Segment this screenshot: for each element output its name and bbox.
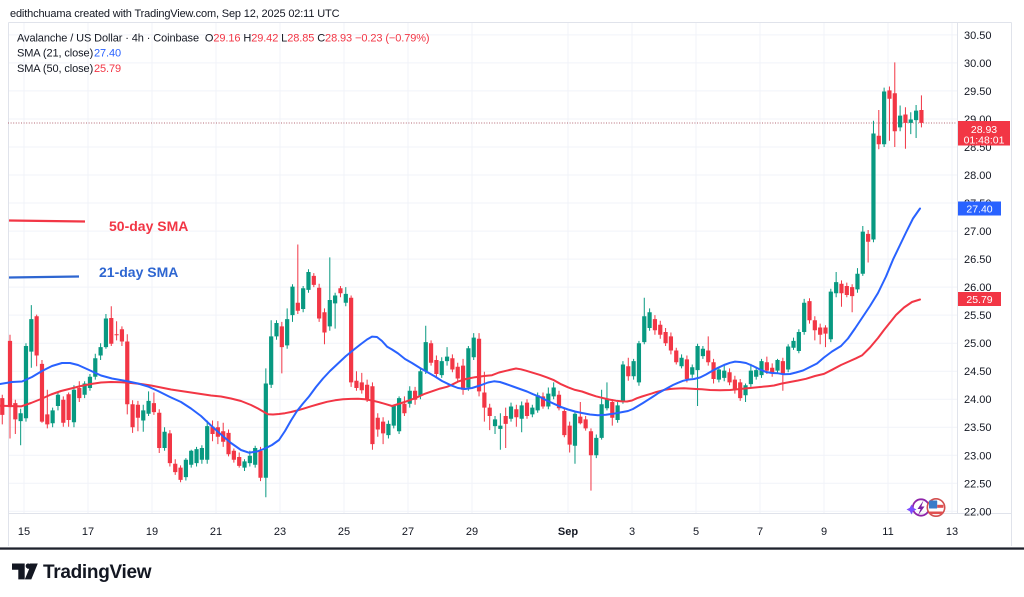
svg-text:edithchuama created with Tradi: edithchuama created with TradingView.com…	[10, 8, 340, 20]
svg-text:SMA (21, close)27.40: SMA (21, close)27.40	[17, 48, 121, 60]
svg-text:26.50: 26.50	[964, 254, 992, 266]
svg-text:28.00: 28.00	[964, 170, 992, 182]
svg-text:9: 9	[821, 526, 827, 538]
svg-text:21: 21	[210, 526, 222, 538]
svg-text:28.93: 28.93	[971, 124, 997, 136]
svg-text:27.00: 27.00	[964, 226, 992, 238]
svg-text:01:48:01: 01:48:01	[964, 135, 1005, 147]
svg-text:50-day SMA: 50-day SMA	[109, 218, 188, 234]
svg-text:24.00: 24.00	[964, 394, 992, 406]
svg-text:15: 15	[18, 526, 30, 538]
svg-text:29.50: 29.50	[964, 86, 992, 98]
svg-text:7: 7	[757, 526, 763, 538]
svg-text:19: 19	[146, 526, 158, 538]
svg-text:13: 13	[946, 526, 958, 538]
svg-text:5: 5	[693, 526, 699, 538]
svg-text:Avalanche / US Dollar · 4h · C: Avalanche / US Dollar · 4h · Coinbase O2…	[17, 33, 429, 45]
svg-text:3: 3	[629, 526, 635, 538]
svg-text:23.00: 23.00	[964, 450, 992, 462]
svg-text:11: 11	[882, 526, 893, 538]
svg-text:22.00: 22.00	[964, 506, 992, 518]
svg-text:30.00: 30.00	[964, 58, 992, 70]
svg-text:30.50: 30.50	[964, 30, 992, 42]
svg-text:27.40: 27.40	[966, 204, 992, 216]
svg-text:25.79: 25.79	[966, 294, 992, 306]
svg-text:25: 25	[338, 526, 350, 538]
svg-text:Sep: Sep	[558, 526, 578, 538]
svg-text:17: 17	[82, 526, 94, 538]
svg-text:26.00: 26.00	[964, 282, 992, 294]
svg-text:TradingView: TradingView	[43, 562, 152, 583]
svg-text:21-day SMA: 21-day SMA	[99, 264, 178, 280]
svg-text:29: 29	[466, 526, 478, 538]
svg-text:27: 27	[402, 526, 414, 538]
svg-text:24.50: 24.50	[964, 366, 992, 378]
svg-text:22.50: 22.50	[964, 478, 992, 490]
svg-text:23.50: 23.50	[964, 422, 992, 434]
svg-text:25.00: 25.00	[964, 338, 992, 350]
svg-text:23: 23	[274, 526, 286, 538]
svg-text:SMA (50, close)25.79: SMA (50, close)25.79	[17, 63, 121, 75]
svg-text:25.50: 25.50	[964, 310, 992, 322]
